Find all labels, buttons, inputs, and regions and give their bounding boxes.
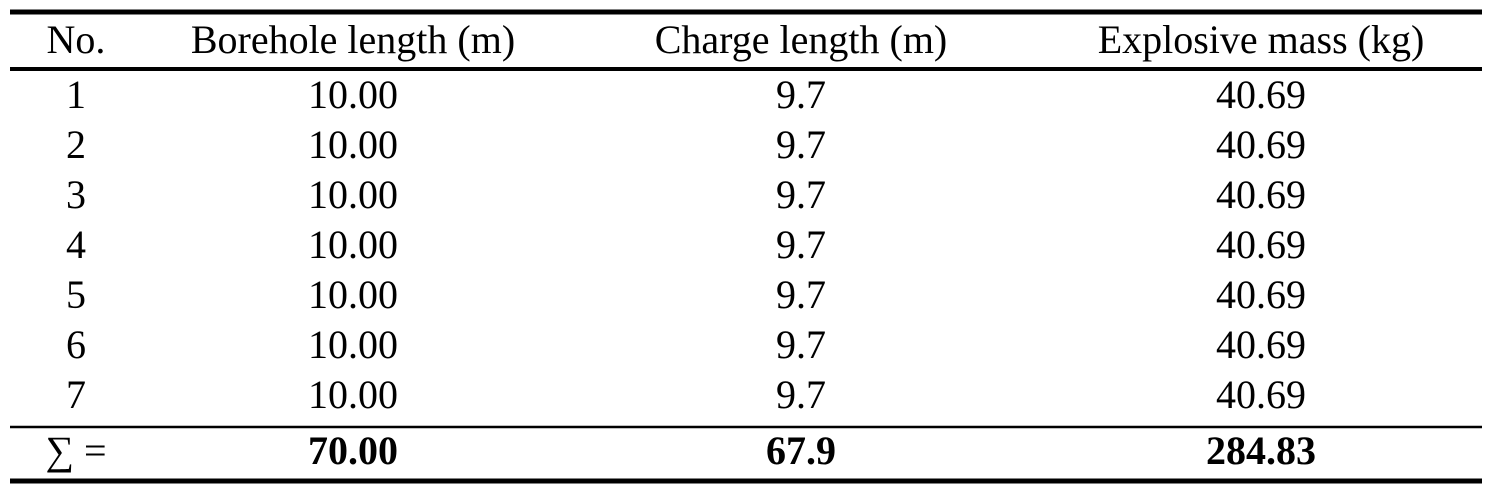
- table-cell: 40.69: [1216, 372, 1306, 417]
- table-cell: 10.00: [308, 172, 398, 217]
- table-cell: 10.00: [308, 272, 398, 317]
- table-cell: 9.7: [776, 322, 826, 367]
- table-cell: 40.69: [1216, 322, 1306, 367]
- total-cell: ∑ =: [45, 428, 106, 473]
- table-cell: 10.00: [308, 122, 398, 167]
- table-cell: 10.00: [308, 72, 398, 117]
- table-cell: 10.00: [308, 222, 398, 267]
- table-cell: 9.7: [776, 272, 826, 317]
- table-cell: 9.7: [776, 122, 826, 167]
- table-cell: 2: [66, 122, 86, 167]
- table-cell: 1: [66, 72, 86, 117]
- table-cell: 40.69: [1216, 222, 1306, 267]
- header-cell: Borehole length (m): [191, 17, 515, 62]
- total-cell: 70.00: [308, 428, 398, 473]
- table-cell: 40.69: [1216, 272, 1306, 317]
- table-cell: 9.7: [776, 372, 826, 417]
- table-cell: 9.7: [776, 72, 826, 117]
- table-cell: 7: [66, 372, 86, 417]
- total-cell: 67.9: [766, 428, 836, 473]
- table-cell: 9.7: [776, 172, 826, 217]
- table-cell: 5: [66, 272, 86, 317]
- table-cell: 40.69: [1216, 122, 1306, 167]
- table-cell: 10.00: [308, 372, 398, 417]
- table-cell: 6: [66, 322, 86, 367]
- table-cell: 40.69: [1216, 172, 1306, 217]
- table-cell: 3: [66, 172, 86, 217]
- header-cell: Explosive mass (kg): [1098, 17, 1425, 62]
- table-cell: 10.00: [308, 322, 398, 367]
- header-cell: No.: [47, 17, 106, 62]
- table-cell: 40.69: [1216, 72, 1306, 117]
- table-cell: 4: [66, 222, 86, 267]
- total-cell: 284.83: [1206, 428, 1316, 473]
- header-cell: Charge length (m): [655, 17, 948, 62]
- table-cell: 9.7: [776, 222, 826, 267]
